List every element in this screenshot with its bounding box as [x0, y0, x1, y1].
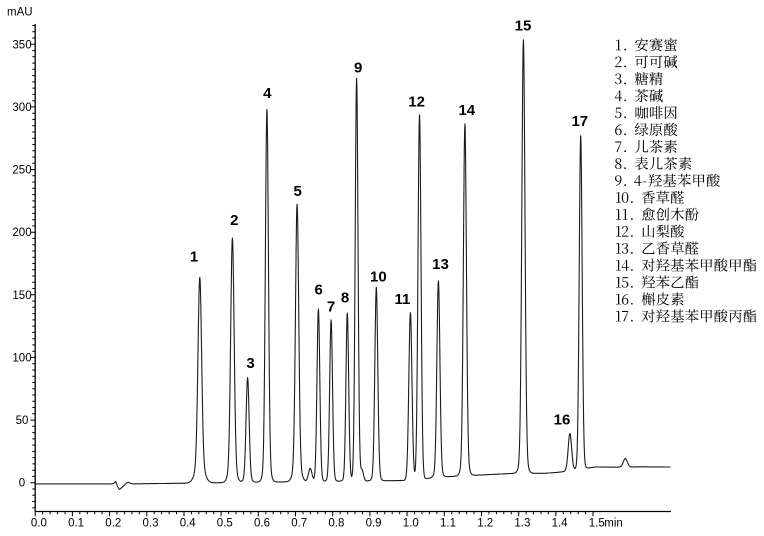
- svg-text:1.4: 1.4: [552, 518, 569, 530]
- svg-text:2: 2: [230, 212, 238, 229]
- svg-text:1.5: 1.5: [589, 518, 605, 530]
- svg-text:1.0: 1.0: [403, 518, 419, 530]
- svg-text:mAU: mAU: [7, 7, 33, 19]
- svg-text:0.1: 0.1: [68, 518, 84, 530]
- svg-text:10: 10: [370, 268, 387, 285]
- svg-text:7: 7: [327, 299, 335, 316]
- svg-text:9: 9: [354, 59, 362, 76]
- svg-text:50: 50: [16, 415, 29, 427]
- svg-text:0.5: 0.5: [217, 518, 233, 530]
- svg-text:16: 16: [554, 411, 571, 428]
- svg-text:0.8: 0.8: [328, 518, 344, 530]
- svg-text:1: 1: [190, 248, 198, 265]
- svg-text:4: 4: [263, 85, 272, 102]
- svg-text:8: 8: [341, 290, 349, 307]
- svg-text:12: 12: [408, 94, 425, 111]
- svg-text:15: 15: [515, 17, 532, 34]
- svg-text:min: min: [604, 518, 623, 530]
- svg-text:14: 14: [458, 102, 475, 119]
- svg-text:350: 350: [12, 39, 31, 51]
- svg-text:17: 17: [571, 113, 588, 130]
- svg-text:11: 11: [394, 291, 410, 308]
- svg-text:1.2: 1.2: [477, 518, 493, 530]
- svg-text:250: 250: [12, 165, 31, 177]
- svg-text:0: 0: [19, 478, 25, 490]
- svg-text:0.2: 0.2: [105, 518, 121, 530]
- svg-text:5: 5: [294, 183, 302, 200]
- svg-text:150: 150: [12, 290, 31, 302]
- svg-text:13: 13: [432, 256, 449, 273]
- svg-text:0.0: 0.0: [31, 518, 47, 530]
- svg-text:6: 6: [315, 281, 323, 298]
- svg-text:3: 3: [246, 355, 254, 372]
- svg-text:0.4: 0.4: [180, 518, 197, 530]
- svg-text:0.6: 0.6: [254, 518, 270, 530]
- svg-text:0.7: 0.7: [291, 518, 307, 530]
- svg-text:1.1: 1.1: [440, 518, 456, 530]
- svg-text:0.3: 0.3: [143, 518, 159, 530]
- svg-text:200: 200: [12, 227, 31, 239]
- svg-text:1.3: 1.3: [514, 518, 530, 530]
- svg-text:100: 100: [12, 352, 31, 364]
- svg-text:0.9: 0.9: [366, 518, 382, 530]
- svg-text:300: 300: [12, 102, 31, 114]
